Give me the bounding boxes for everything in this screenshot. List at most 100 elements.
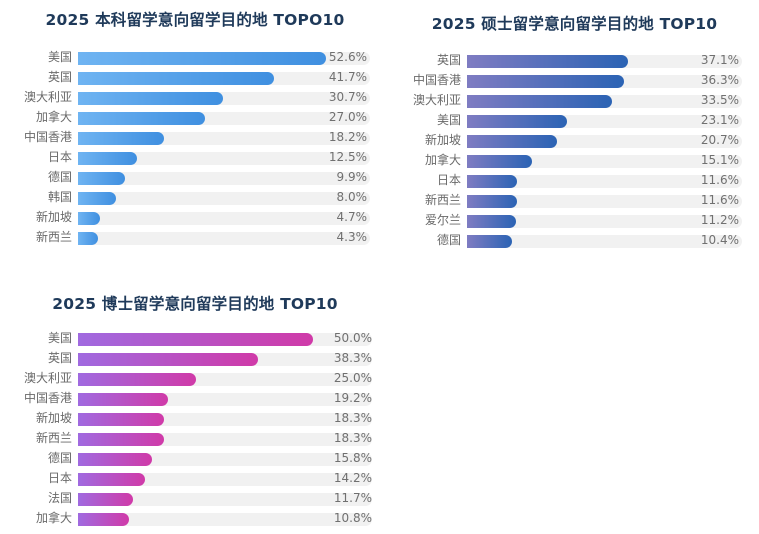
value-label: 11.6% xyxy=(700,193,739,207)
bar xyxy=(78,92,223,105)
category-label: 新西兰 xyxy=(424,193,461,207)
value-label: 50.0% xyxy=(333,331,372,345)
value-label: 4.3% xyxy=(336,230,368,244)
category-label: 新西兰 xyxy=(35,431,72,445)
bar-row: 加拿大 15.1% xyxy=(390,153,743,168)
bar-track xyxy=(467,75,742,88)
bar-row: 中国香港 18.2% xyxy=(0,130,371,145)
category-label: 英国 xyxy=(47,70,72,84)
value-label: 12.5% xyxy=(328,150,367,164)
bar xyxy=(78,52,326,65)
category-label: 德国 xyxy=(47,451,72,465)
bar xyxy=(78,513,129,526)
bar-row: 新西兰 18.3% xyxy=(0,431,376,446)
bar-track xyxy=(78,453,372,466)
bar-track xyxy=(78,373,372,386)
bar-track xyxy=(78,393,372,406)
value-label: 27.0% xyxy=(328,110,367,124)
category-label: 中国香港 xyxy=(23,130,72,144)
bar-track xyxy=(467,175,742,188)
category-label: 英国 xyxy=(436,53,461,67)
bar xyxy=(467,75,625,88)
chart-title: 2025 博士留学意向留学目的地 TOP10 xyxy=(52,295,338,313)
value-label: 36.3% xyxy=(700,73,739,87)
category-label: 新加坡 xyxy=(35,411,72,425)
value-label: 10.8% xyxy=(333,511,372,525)
category-label: 加拿大 xyxy=(35,511,72,525)
bar xyxy=(467,135,557,148)
bar-row: 中国香港 19.2% xyxy=(0,391,376,406)
category-label: 加拿大 xyxy=(424,153,461,167)
value-label: 25.0% xyxy=(333,371,372,385)
phd-chart-panel: 2025 博士留学意向留学目的地 TOP10 美国 50.0% 英国 38.3% 澳大利… xyxy=(0,282,390,534)
value-label: 38.3% xyxy=(333,351,372,365)
bar-track xyxy=(78,192,370,205)
category-label: 德国 xyxy=(47,170,72,184)
bar xyxy=(78,72,275,85)
bar-track xyxy=(78,212,370,225)
value-label: 11.2% xyxy=(700,213,739,227)
bar xyxy=(467,55,628,68)
bar xyxy=(78,433,165,446)
value-label: 14.2% xyxy=(333,471,372,485)
category-label: 新加坡 xyxy=(424,133,461,147)
category-label: 加拿大 xyxy=(35,110,72,124)
category-label: 澳大利亚 xyxy=(23,371,72,385)
value-label: 19.2% xyxy=(333,391,372,405)
bar-row: 日本 12.5% xyxy=(0,150,371,165)
category-label: 中国香港 xyxy=(412,73,461,87)
bar-row: 日本 14.2% xyxy=(0,471,376,486)
value-label: 23.1% xyxy=(700,113,739,127)
bar-track xyxy=(78,92,370,105)
bar-track xyxy=(467,115,742,128)
value-label: 15.8% xyxy=(333,451,372,465)
bar-row: 德国 15.8% xyxy=(0,451,376,466)
bar xyxy=(467,235,513,248)
bar-track xyxy=(78,473,372,486)
bar-row: 英国 38.3% xyxy=(0,351,376,366)
category-label: 日本 xyxy=(47,150,72,164)
category-label: 韩国 xyxy=(47,190,72,204)
bar-row: 美国 52.6% xyxy=(0,50,371,65)
chart-title: 2025 硕士留学意向留学目的地 TOP10 xyxy=(431,15,718,33)
bar-track xyxy=(78,513,372,526)
bar-row: 美国 50.0% xyxy=(0,331,376,346)
category-label: 新西兰 xyxy=(35,230,72,244)
bar xyxy=(78,393,169,406)
bar-row: 英国 41.7% xyxy=(0,70,371,85)
bar xyxy=(78,373,196,386)
bar-row: 澳大利亚 30.7% xyxy=(0,90,371,105)
bar-row: 澳大利亚 33.5% xyxy=(390,93,743,108)
value-label: 15.1% xyxy=(700,153,739,167)
value-label: 52.6% xyxy=(328,50,367,64)
category-label: 日本 xyxy=(47,471,72,485)
bar-track xyxy=(78,172,370,185)
chart-title: 2025 本科留学意向留学目的地 TOPO10 xyxy=(45,11,345,29)
category-label: 新加坡 xyxy=(35,210,72,224)
bar xyxy=(467,155,533,168)
bar xyxy=(78,112,206,125)
bar-row: 加拿大 27.0% xyxy=(0,110,371,125)
category-label: 澳大利亚 xyxy=(412,93,461,107)
value-label: 18.3% xyxy=(333,411,372,425)
bar xyxy=(467,115,568,128)
category-label: 美国 xyxy=(47,50,72,64)
value-label: 18.2% xyxy=(328,130,367,144)
value-label: 41.7% xyxy=(328,70,367,84)
bar xyxy=(78,473,145,486)
bar-row: 德国 10.4% xyxy=(390,233,743,248)
bar-track xyxy=(78,132,370,145)
bar-track xyxy=(467,195,742,208)
value-label: 30.7% xyxy=(328,90,367,104)
bar-row: 新西兰 4.3% xyxy=(0,230,371,245)
bar xyxy=(78,152,137,165)
bar-track xyxy=(78,333,372,346)
bar-track xyxy=(467,235,742,248)
category-label: 英国 xyxy=(47,351,72,365)
bachelor-chart-panel: 2025 本科留学意向留学目的地 TOPO10 美国 52.6% 英国 41.7% 澳大… xyxy=(0,0,380,260)
category-label: 美国 xyxy=(47,331,72,345)
bar xyxy=(467,95,613,108)
value-label: 37.1% xyxy=(700,53,739,67)
bar xyxy=(78,132,164,145)
bar-track xyxy=(78,72,370,85)
